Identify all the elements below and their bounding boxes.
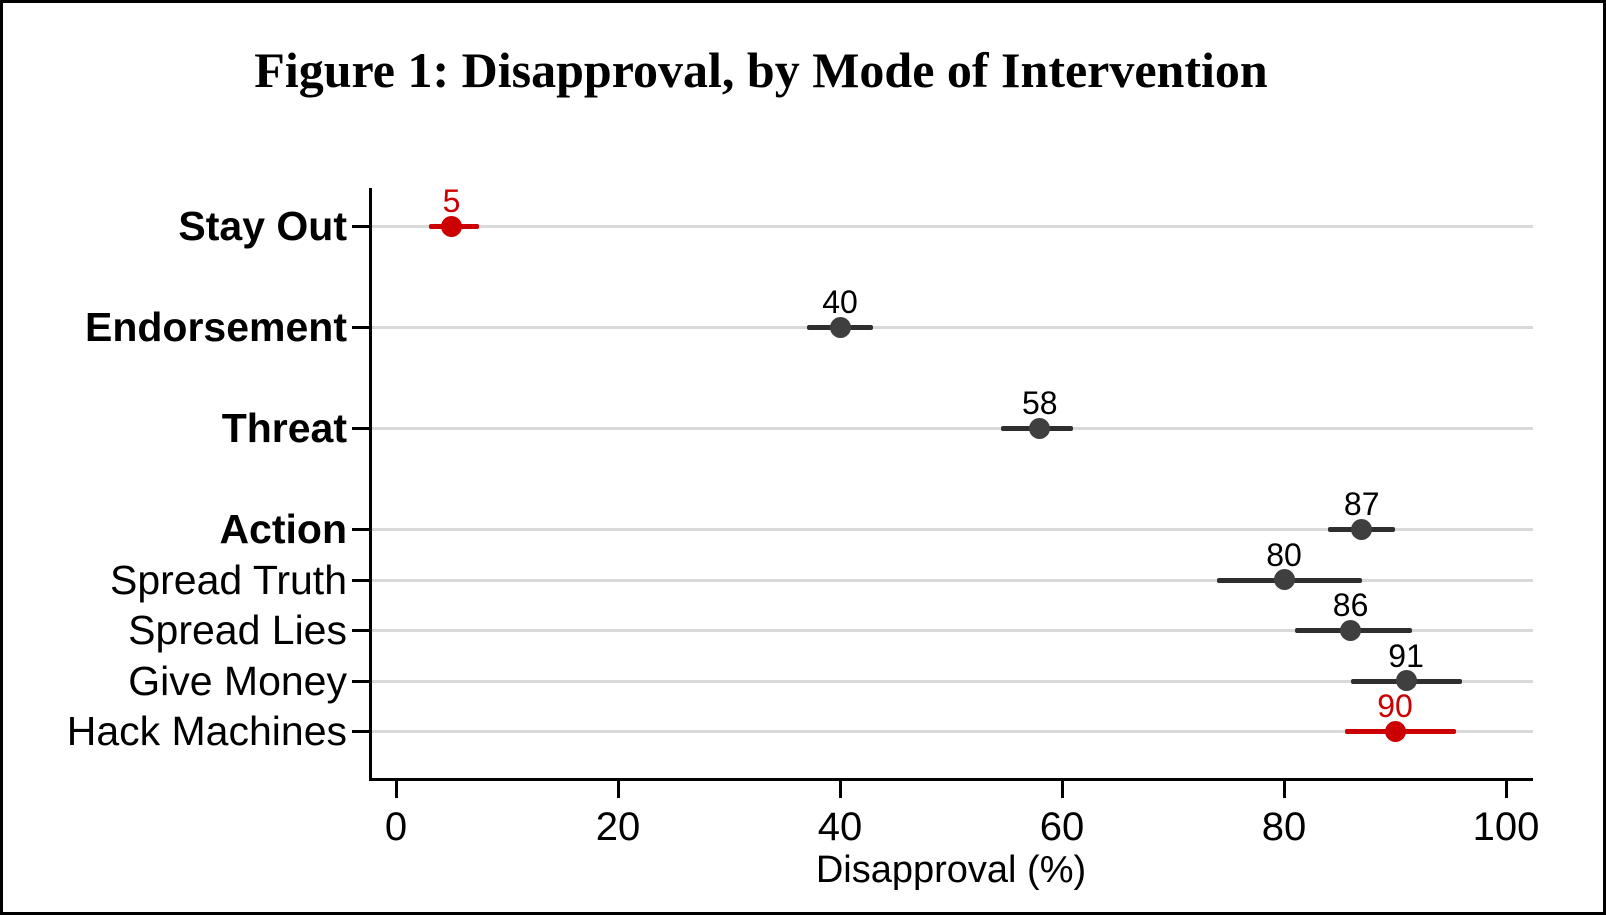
category-label-give-money: Give Money <box>128 657 347 704</box>
x-axis-line <box>369 778 1533 781</box>
gridline <box>369 528 1533 531</box>
data-point-marker <box>1029 417 1051 439</box>
y-axis-tick <box>352 629 369 632</box>
y-axis-tick <box>352 730 369 733</box>
x-axis-tick <box>617 781 620 798</box>
gridline <box>369 427 1533 430</box>
x-axis-tick <box>1283 781 1286 798</box>
x-tick-label-100: 100 <box>1472 805 1540 849</box>
x-tick-label-0: 0 <box>384 805 408 849</box>
gridline <box>369 326 1533 329</box>
gridline <box>369 629 1533 632</box>
data-point-marker <box>1340 619 1362 641</box>
x-axis-tick <box>1061 781 1064 798</box>
category-label-endorsement: Endorsement <box>85 304 347 350</box>
data-point-marker <box>1351 518 1373 540</box>
value-label: 80 <box>1266 536 1302 573</box>
value-label: 90 <box>1377 688 1413 724</box>
x-tick-label-60: 60 <box>1039 805 1085 849</box>
category-label-stay-out: Stay Out <box>178 203 347 249</box>
x-tick-label-20: 20 <box>595 805 641 849</box>
chart-title: Figure 1: Disapproval, by Mode of Interv… <box>254 42 1268 98</box>
y-axis-tick <box>352 528 369 531</box>
y-axis-tick <box>352 578 369 582</box>
gridline <box>369 679 1533 683</box>
value-label: 87 <box>1343 486 1380 522</box>
category-label-action: Action <box>219 506 347 552</box>
data-point-marker <box>1384 720 1406 742</box>
y-axis-tick <box>352 225 369 228</box>
gridline <box>369 730 1533 733</box>
gridline <box>369 225 1533 228</box>
value-label: 86 <box>1332 587 1369 623</box>
value-label: 91 <box>1388 637 1424 674</box>
y-axis-tick <box>352 427 369 430</box>
category-label-spread-truth: Spread Truth <box>109 556 347 603</box>
value-label: 5 <box>442 183 461 219</box>
x-axis-tick <box>395 781 398 798</box>
y-axis-line <box>369 188 372 781</box>
x-axis-tick <box>839 781 842 798</box>
value-label: 40 <box>822 284 858 320</box>
data-point-marker <box>1395 670 1417 691</box>
x-tick-label-80: 80 <box>1261 805 1307 849</box>
y-axis-tick <box>352 326 369 329</box>
gridline <box>369 578 1533 582</box>
data-point-marker <box>1273 569 1295 590</box>
x-axis-tick <box>1505 781 1508 798</box>
category-label-hack-machines: Hack Machines <box>66 708 347 754</box>
category-label-spread-lies: Spread Lies <box>128 607 347 653</box>
data-point-marker <box>829 316 851 338</box>
category-label-threat: Threat <box>221 405 347 451</box>
x-axis-title: Disapproval (%) <box>815 849 1087 891</box>
value-label: 58 <box>1022 385 1058 421</box>
x-tick-label-40: 40 <box>817 805 863 849</box>
y-axis-tick <box>352 679 369 683</box>
data-point-marker <box>441 215 462 237</box>
